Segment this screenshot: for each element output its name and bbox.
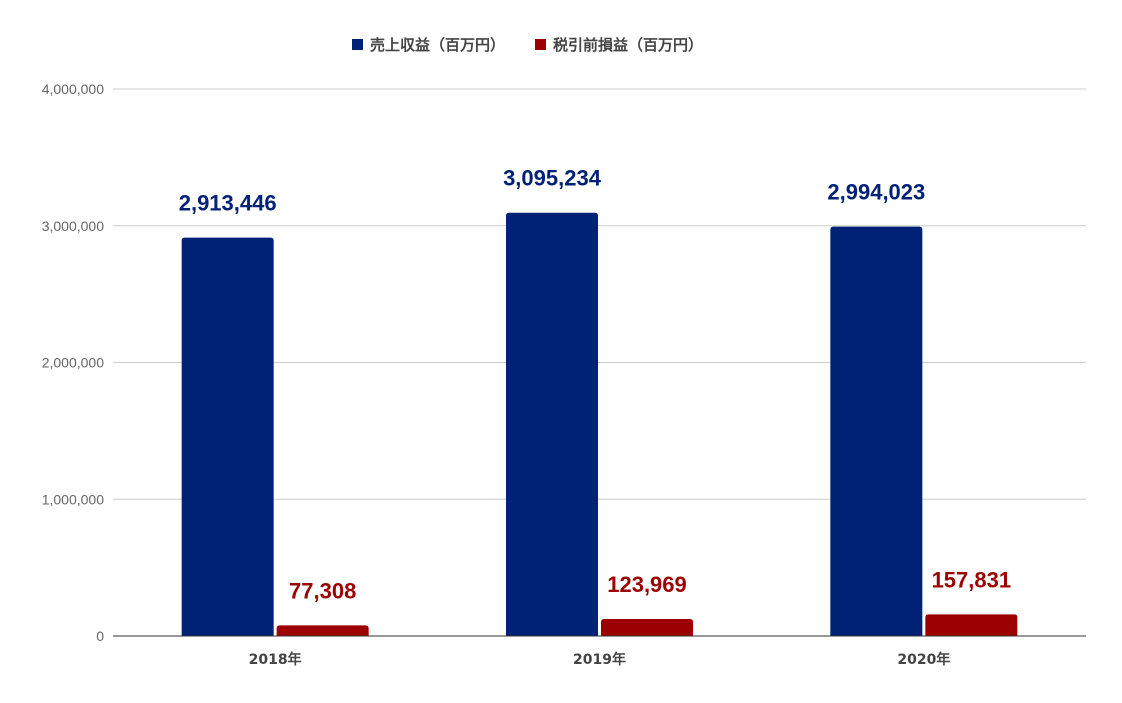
legend-swatch: [535, 39, 546, 50]
data-label: 2,913,446: [179, 191, 277, 216]
data-label: 3,095,234: [503, 166, 602, 191]
bar: [506, 212, 598, 636]
chart-data-labels: 2,913,446 77,308 3,095,234 123,969 2,994,023…: [179, 166, 1011, 604]
bar: [181, 237, 274, 637]
bar: [925, 614, 1018, 636]
chart-bars: [181, 212, 1018, 637]
bar: [601, 619, 693, 636]
x-axis-ticks: 2018年 2019年 2020年: [249, 651, 951, 668]
y-tick-label: 1,000,000: [42, 491, 104, 507]
data-label: 2,994,023: [827, 180, 925, 205]
data-label: 123,969: [607, 572, 687, 597]
x-tick-label: 2020年: [897, 651, 950, 668]
data-label: 77,308: [289, 578, 356, 603]
data-label: 157,831: [932, 567, 1012, 592]
x-tick-label: 2019年: [573, 651, 626, 668]
legend-swatch: [352, 39, 363, 50]
y-tick-label: 2,000,000: [42, 355, 104, 371]
legend-label: 税引前損益（百万円）: [553, 36, 703, 54]
y-tick-label: 3,000,000: [42, 218, 104, 234]
y-axis-ticks: 0 1,000,000 2,000,000 3,000,000 4,000,000: [42, 81, 105, 644]
y-tick-label: 4,000,000: [42, 81, 104, 97]
bar: [830, 226, 923, 636]
chart-gridlines: [113, 88, 1086, 500]
legend-label: 売上収益（百万円）: [370, 36, 505, 54]
y-tick-label: 0: [96, 628, 104, 644]
bar: [276, 625, 369, 636]
chart-legend: 売上収益（百万円） 税引前損益（百万円）: [352, 36, 703, 54]
x-tick-label: 2018年: [249, 651, 302, 668]
